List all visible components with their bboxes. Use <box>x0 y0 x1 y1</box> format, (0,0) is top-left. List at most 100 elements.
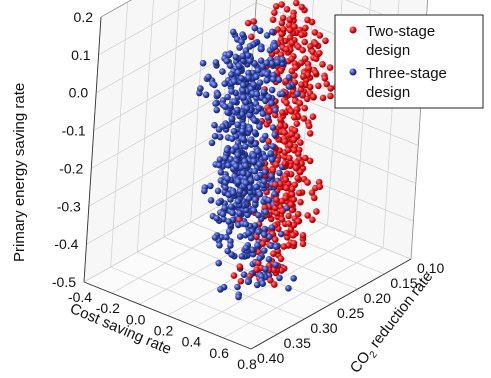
two-stage-point-64 <box>299 240 307 248</box>
two-stage-point-52 <box>265 138 272 145</box>
two-stage-point-204 <box>293 120 301 127</box>
three-stage-point-486 <box>265 93 273 101</box>
three-stage-point-444 <box>245 229 252 237</box>
two-stage-point-419 <box>277 116 284 123</box>
two-stage-point-14 <box>250 18 258 25</box>
three-stage-point-439 <box>222 184 229 191</box>
two-stage-point-203 <box>310 93 317 100</box>
three-stage-point-277 <box>239 31 246 38</box>
three-stage-point-188 <box>228 88 235 95</box>
three-stage-point-479 <box>234 151 242 159</box>
three-stage-point-96 <box>236 44 243 51</box>
two-stage-point-185 <box>288 108 295 115</box>
two-stage-point-313 <box>286 141 294 149</box>
three-stage-point-8 <box>202 91 210 99</box>
y-axis-title-subscript: 2 <box>368 349 380 361</box>
three-stage-point-569 <box>246 126 254 133</box>
three-stage-point-438 <box>216 133 224 141</box>
two-stage-point-223 <box>290 136 298 144</box>
two-stage-point-230 <box>244 19 252 27</box>
three-stage-point-234 <box>268 172 275 180</box>
three-stage-point-201 <box>285 74 293 81</box>
two-stage-point-147 <box>301 104 309 112</box>
three-stage-point-403 <box>276 274 283 282</box>
two-stage-point-16 <box>272 181 279 188</box>
legend: Two-stage design Three-stage design <box>334 14 484 109</box>
three-stage-point-139 <box>227 102 234 109</box>
two-stage-point-410 <box>283 6 291 13</box>
z-tick-label-3: -0.1 <box>62 123 86 139</box>
two-stage-point-285 <box>272 236 279 243</box>
three-stage-point-218 <box>232 53 239 61</box>
two-stage-point-47 <box>290 240 298 247</box>
two-stage-point-121 <box>286 34 294 41</box>
three-stage-point-261 <box>285 83 293 90</box>
grid-y-5 <box>110 1 278 335</box>
three-stage-point-23 <box>228 115 235 123</box>
three-stage-point-95 <box>265 196 273 204</box>
two-stage-point-264 <box>316 49 323 57</box>
two-stage-point-198 <box>278 19 286 27</box>
three-stage-point-447 <box>254 242 261 249</box>
two-stage-point-333 <box>297 198 304 206</box>
two-stage-point-98 <box>304 212 312 219</box>
three-stage-point-408 <box>239 127 246 135</box>
two-stage-point-17 <box>237 277 245 285</box>
two-stage-point-231 <box>288 185 296 193</box>
y-tick-label-2: 0.20 <box>364 290 391 306</box>
two-stage-point-278 <box>304 179 311 186</box>
y-tick-label-4: 0.30 <box>310 320 337 336</box>
y-tick-label-1: 0.15 <box>390 275 417 291</box>
two-stage-point-206 <box>302 154 309 162</box>
three-stage-point-338 <box>227 62 234 69</box>
two-stage-point-124 <box>277 180 284 188</box>
three-stage-point-415 <box>262 208 270 216</box>
two-stage-point-39 <box>288 131 295 138</box>
three-stage-point-370 <box>255 211 262 219</box>
two-stage-point-256 <box>266 108 274 115</box>
three-stage-point-314 <box>242 162 249 170</box>
three-stage-point-73 <box>265 255 273 263</box>
three-stage-point-169 <box>250 152 258 160</box>
three-stage-point-397 <box>205 73 212 81</box>
two-stage-point-133 <box>300 115 308 122</box>
legend-label-two-stage-line1: Two-stage <box>366 23 435 40</box>
x-tick-label-6: 0.8 <box>237 356 257 372</box>
three-stage-point-433 <box>240 271 248 279</box>
three-stage-point-83 <box>214 91 222 98</box>
z-tick-label-2: 0.0 <box>69 85 89 101</box>
two-stage-point-194 <box>304 16 311 24</box>
axes-frame <box>83 0 428 350</box>
three-stage-point-157 <box>238 110 246 118</box>
three-stage-point-605 <box>234 178 242 186</box>
two-stage-point-50 <box>293 0 300 7</box>
three-stage-point-232 <box>225 51 233 59</box>
three-stage-point-423 <box>271 131 279 138</box>
two-stage-point-248 <box>290 13 297 20</box>
three-stage-point-0 <box>257 57 265 64</box>
three-stage-point-501 <box>279 56 286 63</box>
three-stage-point-80 <box>261 168 269 176</box>
data-points <box>196 0 340 301</box>
three-stage-point-428 <box>234 69 242 76</box>
three-stage-point-614 <box>236 187 244 195</box>
two-stage-point-30 <box>323 80 331 88</box>
y-tick-label-5: 0.35 <box>284 335 311 351</box>
three-stage-point-523 <box>253 281 261 289</box>
two-stage-point-134 <box>311 194 318 202</box>
three-stage-point-172 <box>263 76 271 84</box>
two-stage-point-244 <box>253 233 260 241</box>
three-stage-point-402 <box>272 261 279 269</box>
two-stage-point-138 <box>319 61 326 68</box>
two-stage-point-373 <box>302 24 309 32</box>
two-stage-point-102 <box>315 82 322 90</box>
three-stage-point-449 <box>219 210 227 218</box>
two-stage-point-392 <box>279 14 287 22</box>
three-stage-point-149 <box>252 196 259 204</box>
three-stage-point-593 <box>238 75 245 82</box>
three-stage-point-118 <box>278 230 285 238</box>
three-stage-point-429 <box>225 228 233 235</box>
two-stage-point-40 <box>306 130 314 137</box>
two-stage-point-391 <box>309 48 317 56</box>
three-stage-point-134 <box>224 175 231 182</box>
